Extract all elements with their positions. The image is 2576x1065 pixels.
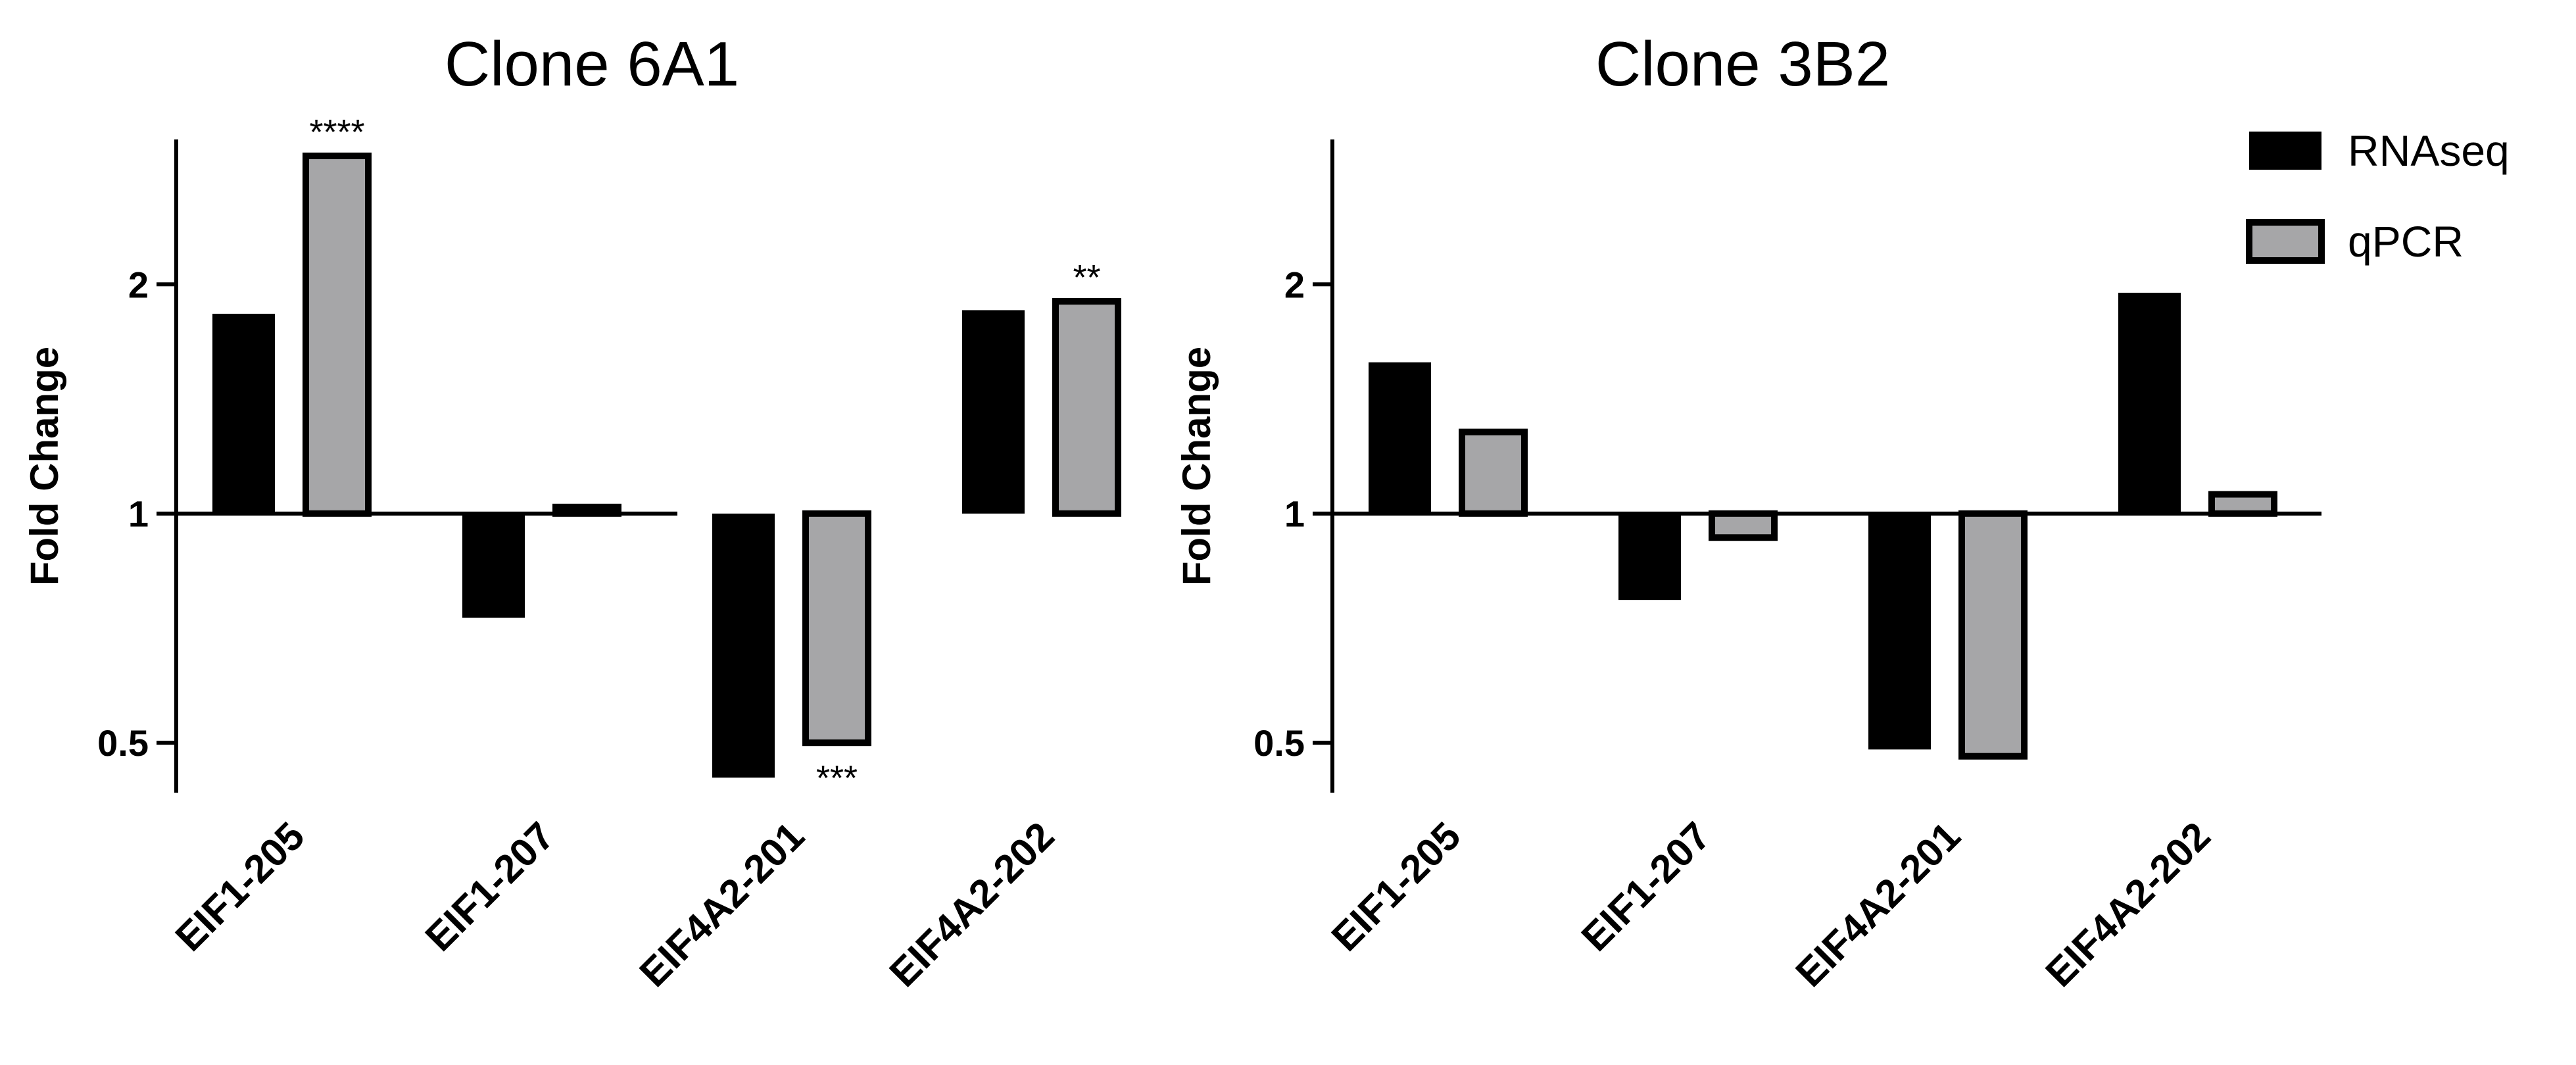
- bar-rnaseq-eif1-205: [212, 313, 275, 514]
- bar-rnaseq-eif1-207: [1618, 513, 1681, 601]
- bar-qpcr-eif4a2-201: [802, 510, 871, 747]
- significance-label: **: [1073, 258, 1100, 297]
- y-tick-label: 1: [128, 493, 149, 535]
- significance-label: ****: [309, 112, 364, 152]
- x-tick-label: EIF4A2-202: [881, 814, 1063, 995]
- bar-qpcr-eif1-207: [1709, 510, 1778, 541]
- x-tick-label: EIF4A2-201: [1787, 814, 1969, 995]
- bar-rnaseq-eif1-205: [1369, 362, 1431, 514]
- bar-qpcr-eif1-205: [303, 152, 372, 517]
- legend: RNAseq qPCR: [2246, 126, 2510, 266]
- legend-label-rnaseq: RNAseq: [2348, 126, 2510, 175]
- bar-rnaseq-eif4a2-201: [712, 513, 775, 778]
- x-tick-label: EIF1-205: [167, 814, 313, 960]
- x-tick-label: EIF1-205: [1323, 814, 1469, 960]
- bar-qpcr-eif1-205: [1459, 428, 1528, 517]
- bar-rnaseq-eif1-207: [462, 513, 525, 618]
- bar-qpcr-eif4a2-202: [2208, 491, 2277, 517]
- x-tick-label: EIF4A2-202: [2037, 814, 2219, 995]
- legend-swatch-qpcr: [2246, 219, 2325, 264]
- chart-panel-2: Clone 3B2 Fold Change 0.5 1 2 EIF1-205 EIF1-20…: [1175, 29, 2510, 995]
- y-tick-label: 0.5: [1253, 722, 1305, 764]
- legend-swatch-rnaseq: [2249, 132, 2321, 170]
- significance-label: ***: [816, 758, 858, 798]
- bar-qpcr-eif4a2-201: [1958, 510, 2028, 760]
- y-tick-label: 0.5: [97, 722, 149, 764]
- x-tick-label: EIF1-207: [417, 814, 563, 960]
- y-tick-label: 2: [1284, 264, 1305, 305]
- x-tick-label: EIF4A2-201: [631, 814, 813, 995]
- x-tick-label: EIF1-207: [1573, 814, 1719, 960]
- bar-rnaseq-eif4a2-202: [2118, 293, 2181, 514]
- y-tick-label: 2: [128, 264, 149, 305]
- chart-title: Clone 3B2: [1595, 29, 1890, 99]
- bar-rnaseq-eif4a2-201: [1868, 513, 1931, 750]
- y-axis-label: Fold Change: [22, 347, 66, 585]
- chart-title: Clone 6A1: [445, 29, 739, 99]
- bar-qpcr-eif4a2-202: [1052, 298, 1121, 517]
- legend-label-qpcr: qPCR: [2348, 217, 2464, 266]
- bar-rnaseq-eif4a2-202: [962, 310, 1025, 514]
- y-axis-label: Fold Change: [1175, 347, 1219, 585]
- y-tick-label: 1: [1284, 493, 1305, 535]
